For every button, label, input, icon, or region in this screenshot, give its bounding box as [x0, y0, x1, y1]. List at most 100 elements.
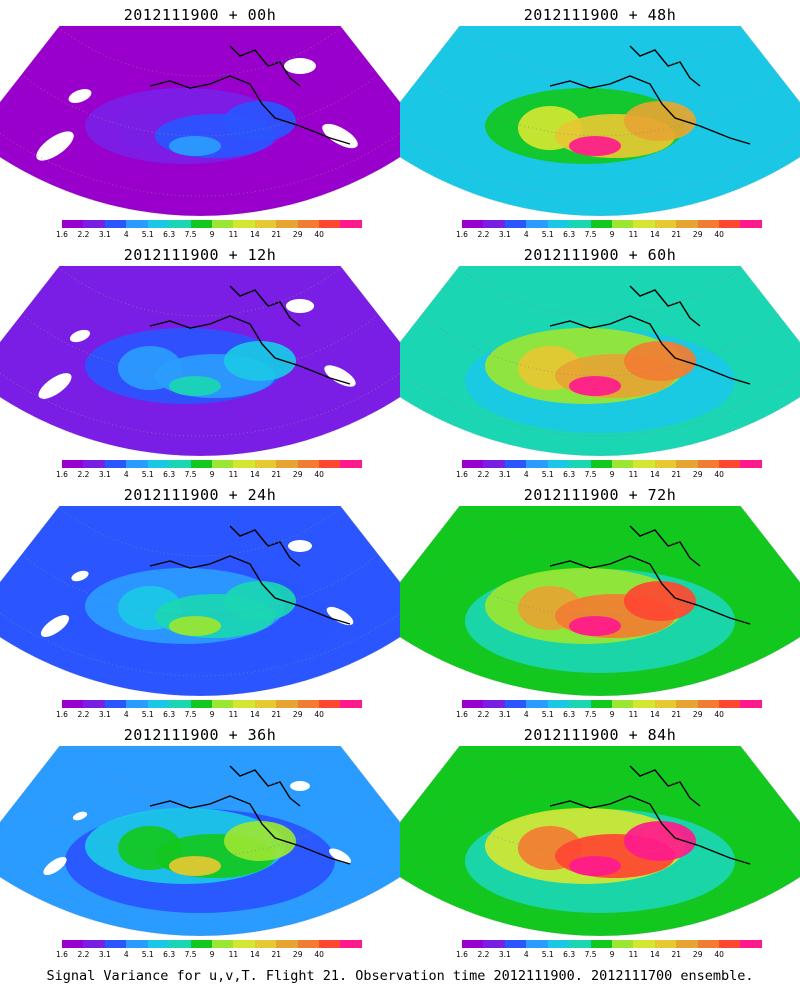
- panel-title: 2012111900 + 12h: [123, 246, 277, 264]
- coastline: [149, 285, 351, 385]
- colorbar-tick-label: 7.5: [584, 230, 597, 239]
- colorbar-swatch: [611, 700, 634, 708]
- colorbar-tick-label: 11: [628, 710, 639, 719]
- colorbar-swatch: [254, 940, 277, 948]
- missing-data-gap: [290, 781, 310, 791]
- colorbar-swatch: [104, 460, 127, 468]
- missing-data-gap: [328, 848, 352, 864]
- colorbar-swatch: [147, 940, 170, 948]
- colorbar-tick-label: 1.6: [456, 230, 468, 239]
- colorbar-tick-label: 9: [209, 230, 215, 239]
- map-panel: 2012111900 + 00h 1.6 2.2 3.1 4 5.1 6.3 7.5 9 11 14…: [0, 0, 400, 240]
- colorbar-tick-label: 7.5: [584, 470, 597, 479]
- colorbar-tick-label: 11: [228, 710, 239, 719]
- colorbar-tick-label: 4: [123, 230, 129, 239]
- colorbar-swatch: [697, 700, 720, 708]
- variance-contour: [224, 581, 296, 621]
- map-panel: 2012111900 + 36h 1.6 2.2 3.1 4 5.1 6.3 7.5 9 11 14…: [0, 720, 400, 960]
- colorbar-swatch: [697, 220, 720, 228]
- missing-data-gap: [326, 606, 354, 626]
- variance-contour: [169, 376, 221, 396]
- variance-contour: [624, 581, 696, 621]
- colorbar-tick-label: 21: [671, 950, 682, 959]
- colorbar-swatch: [547, 700, 570, 708]
- colorbar-swatch: [483, 940, 505, 948]
- colorbar-swatch: [547, 220, 570, 228]
- colorbar-swatch: [190, 460, 212, 468]
- colorbar-swatch: [547, 460, 570, 468]
- colorbar-tick-label: 6.3: [563, 950, 576, 959]
- colorbar-tick-label: 2.2: [477, 950, 490, 959]
- colorbar: 1.6 2.2 3.1 4 5.1 6.3 7.5 9 11 14 21 29 40: [56, 940, 362, 964]
- missing-data-gap: [284, 58, 316, 74]
- colorbar-tick-label: 5.1: [141, 470, 154, 479]
- map-panel: 2012111900 + 48h 1.6 2.2 3.1 4 5.1 6.3 7.5 9 11 14…: [400, 0, 800, 240]
- colorbar-swatch: [297, 940, 320, 948]
- variance-contour: [169, 856, 221, 876]
- colorbar-swatch: [190, 220, 212, 228]
- colorbar-swatch: [319, 940, 341, 948]
- colorbar-swatch: [104, 940, 127, 948]
- colorbar-swatch: [147, 460, 170, 468]
- colorbar: 1.6 2.2 3.1 4 5.1 6.3 7.5 9 11 14 21 29 40: [456, 700, 762, 724]
- variance-contour: [224, 101, 296, 141]
- colorbar-tick-label: 14: [250, 470, 260, 479]
- colorbar-tick-label: 21: [271, 470, 282, 479]
- colorbar: 1.6 2.2 3.1 4 5.1 6.3 7.5 9 11 14 21 29 40: [56, 220, 362, 244]
- colorbar-swatch: [211, 460, 234, 468]
- colorbar-tick-label: 29: [692, 710, 703, 719]
- colorbar-swatch: [526, 220, 548, 228]
- colorbar-swatch: [483, 460, 505, 468]
- variance-contour: [224, 341, 296, 381]
- graticule-line: [0, 121, 400, 197]
- colorbar-tick-label: 2.2: [77, 230, 90, 239]
- colorbar-tick-label: 14: [650, 470, 660, 479]
- missing-data-gap: [40, 615, 70, 637]
- colorbar-tick-label: 7.5: [584, 950, 597, 959]
- colorbar-swatch: [104, 700, 127, 708]
- missing-data-gap: [43, 856, 67, 876]
- variance-contour: [569, 856, 621, 876]
- colorbar-tick-label: 21: [271, 710, 282, 719]
- colorbar-swatch: [169, 460, 191, 468]
- colorbar-swatch: [504, 220, 527, 228]
- map-panel: 2012111900 + 72h 1.6 2.2 3.1 4 5.1 6.3 7.5 9 11 14…: [400, 480, 800, 720]
- colorbar-tick-label: 9: [609, 230, 615, 239]
- colorbar-tick-label: 21: [671, 230, 682, 239]
- colorbar-swatch: [462, 940, 484, 948]
- colorbar-tick-label: 6.3: [563, 230, 576, 239]
- colorbar-swatch: [126, 700, 148, 708]
- variance-contour: [569, 616, 621, 636]
- colorbar-swatch: [233, 460, 255, 468]
- variance-contour: [569, 136, 621, 156]
- panel-title: 2012111900 + 24h: [123, 486, 277, 504]
- colorbar-swatch: [590, 940, 612, 948]
- coastline: [549, 525, 751, 625]
- colorbar-tick-label: 21: [671, 710, 682, 719]
- colorbar-swatch: [611, 460, 634, 468]
- variance-map: [0, 266, 400, 456]
- colorbar-tick-label: 21: [271, 950, 282, 959]
- variance-map: [400, 266, 800, 456]
- colorbar-swatch: [740, 220, 762, 228]
- colorbar-tick-label: 6.3: [563, 710, 576, 719]
- colorbar-swatch: [276, 460, 298, 468]
- colorbar-swatch: [169, 940, 191, 948]
- colorbar-tick-label: 29: [692, 230, 703, 239]
- colorbar-tick-label: 1.6: [56, 470, 68, 479]
- colorbar-swatch: [276, 220, 298, 228]
- colorbar-tick-label: 14: [650, 230, 660, 239]
- colorbar-tick-label: 11: [628, 950, 639, 959]
- colorbar-tick-label: 29: [292, 950, 303, 959]
- colorbar-tick-label: 9: [609, 470, 615, 479]
- colorbar-tick-label: 3.1: [98, 230, 111, 239]
- colorbar-swatch: [526, 700, 548, 708]
- map-panel: 2012111900 + 60h 1.6 2.2 3.1 4 5.1 6.3 7.5 9 11 14…: [400, 240, 800, 480]
- colorbar-swatch: [740, 460, 762, 468]
- colorbar-tick-label: 2.2: [477, 470, 490, 479]
- graticule-line: [458, 507, 742, 557]
- colorbar-tick-label: 11: [228, 950, 239, 959]
- colorbar-tick-label: 6.3: [563, 470, 576, 479]
- colorbar-tick-label: 5.1: [541, 230, 554, 239]
- colorbar-swatch: [319, 460, 341, 468]
